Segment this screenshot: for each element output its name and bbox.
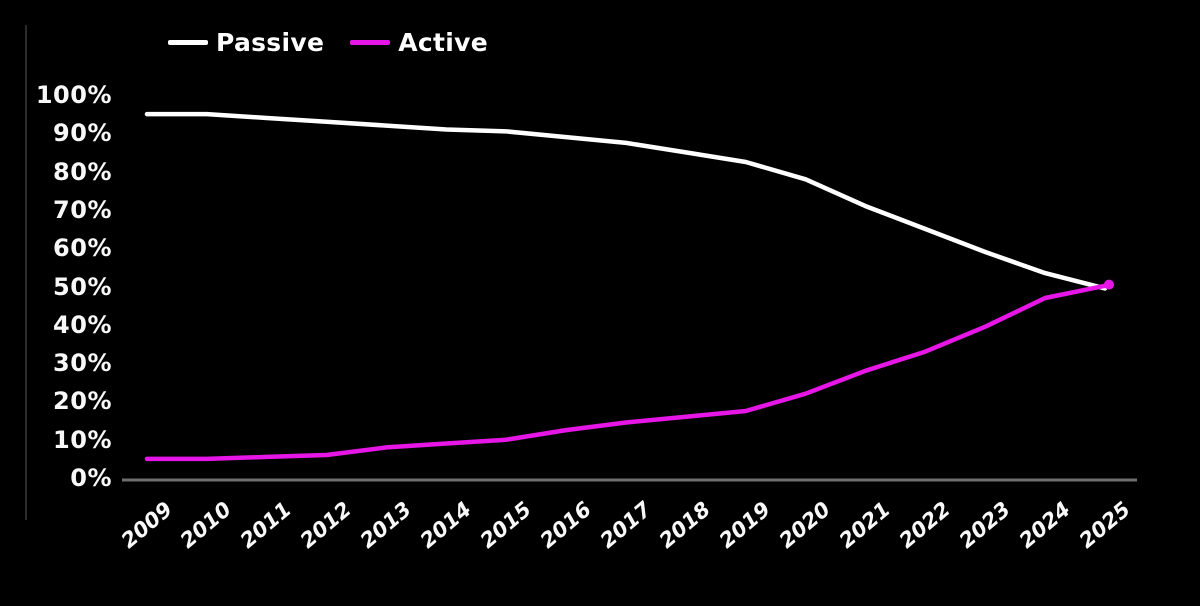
y-tick-label: 50% [53,272,112,301]
legend-item-passive: Passive [168,28,324,57]
series-line-passive [144,111,1108,291]
y-tick-label: 90% [53,119,112,148]
y-tick-label: 70% [53,195,112,224]
y-tick-label: 60% [53,234,112,263]
passive-line-swatch [168,40,208,45]
legend: Passive Active [168,28,488,57]
y-tick-label: 80% [53,157,112,186]
y-tick-label: 10% [53,425,112,454]
y-tick-label: 20% [53,387,112,416]
y-tick-label: 0% [70,464,112,492]
legend-item-active: Active [350,28,488,57]
series-line-active [144,282,1114,462]
y-tick-label: 40% [53,310,112,339]
active-line-swatch [350,40,391,45]
active-line-end-dot [1104,279,1114,290]
legend-label-passive: Passive [216,28,325,57]
y-tick-label: 100% [35,81,112,109]
y-tick-label: 30% [53,349,112,378]
legend-label-active: Active [398,28,488,57]
